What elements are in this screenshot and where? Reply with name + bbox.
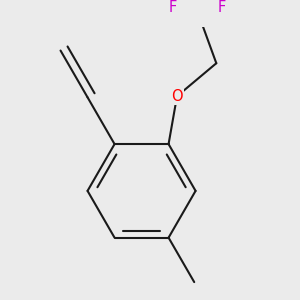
- Text: F: F: [218, 0, 226, 15]
- Text: F: F: [169, 0, 177, 15]
- Text: O: O: [171, 89, 183, 104]
